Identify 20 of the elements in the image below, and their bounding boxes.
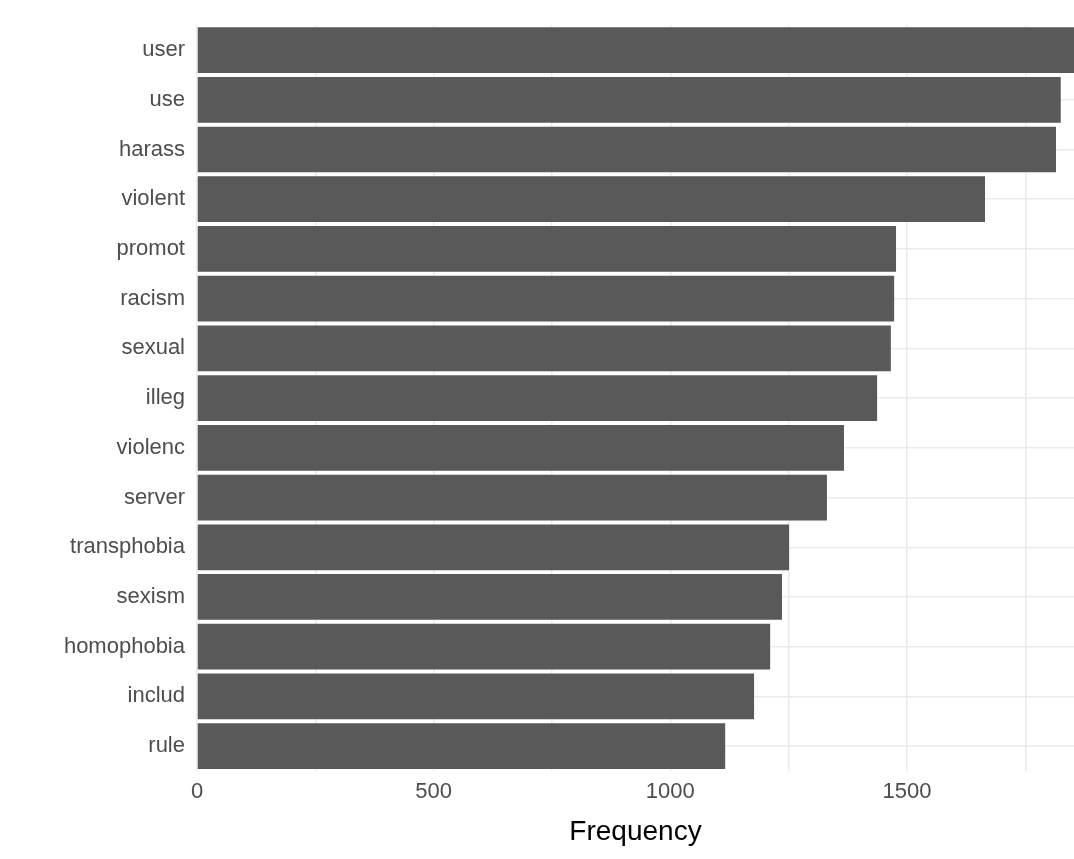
x-tick-label: 1000 [645,778,695,804]
y-tick-label: server [123,483,185,509]
y-tick-label: racism [120,284,185,310]
y-tick-label: violent [121,185,185,211]
x-tick-label: 0 [190,778,204,804]
y-tick-label: sexism [116,583,185,609]
y-tick-label: sexual [121,334,185,360]
x-tick-label: 1500 [882,778,932,804]
y-tick-label: rule [148,732,185,758]
y-tick-label: homophobia [63,632,186,658]
y-tick-label: use [149,85,185,111]
x-axis-title: Frequency [569,814,702,846]
y-tick-label: includ [127,682,185,708]
y-tick-label: violenc [116,433,185,459]
y-tick-label: transphobia [70,533,186,559]
x-tick-label: 500 [415,778,452,804]
y-tick-label: user [142,36,185,62]
y-tick-label: harass [118,135,185,161]
y-tick-label: promot [116,235,185,260]
y-tick-label: illeg [145,384,185,410]
